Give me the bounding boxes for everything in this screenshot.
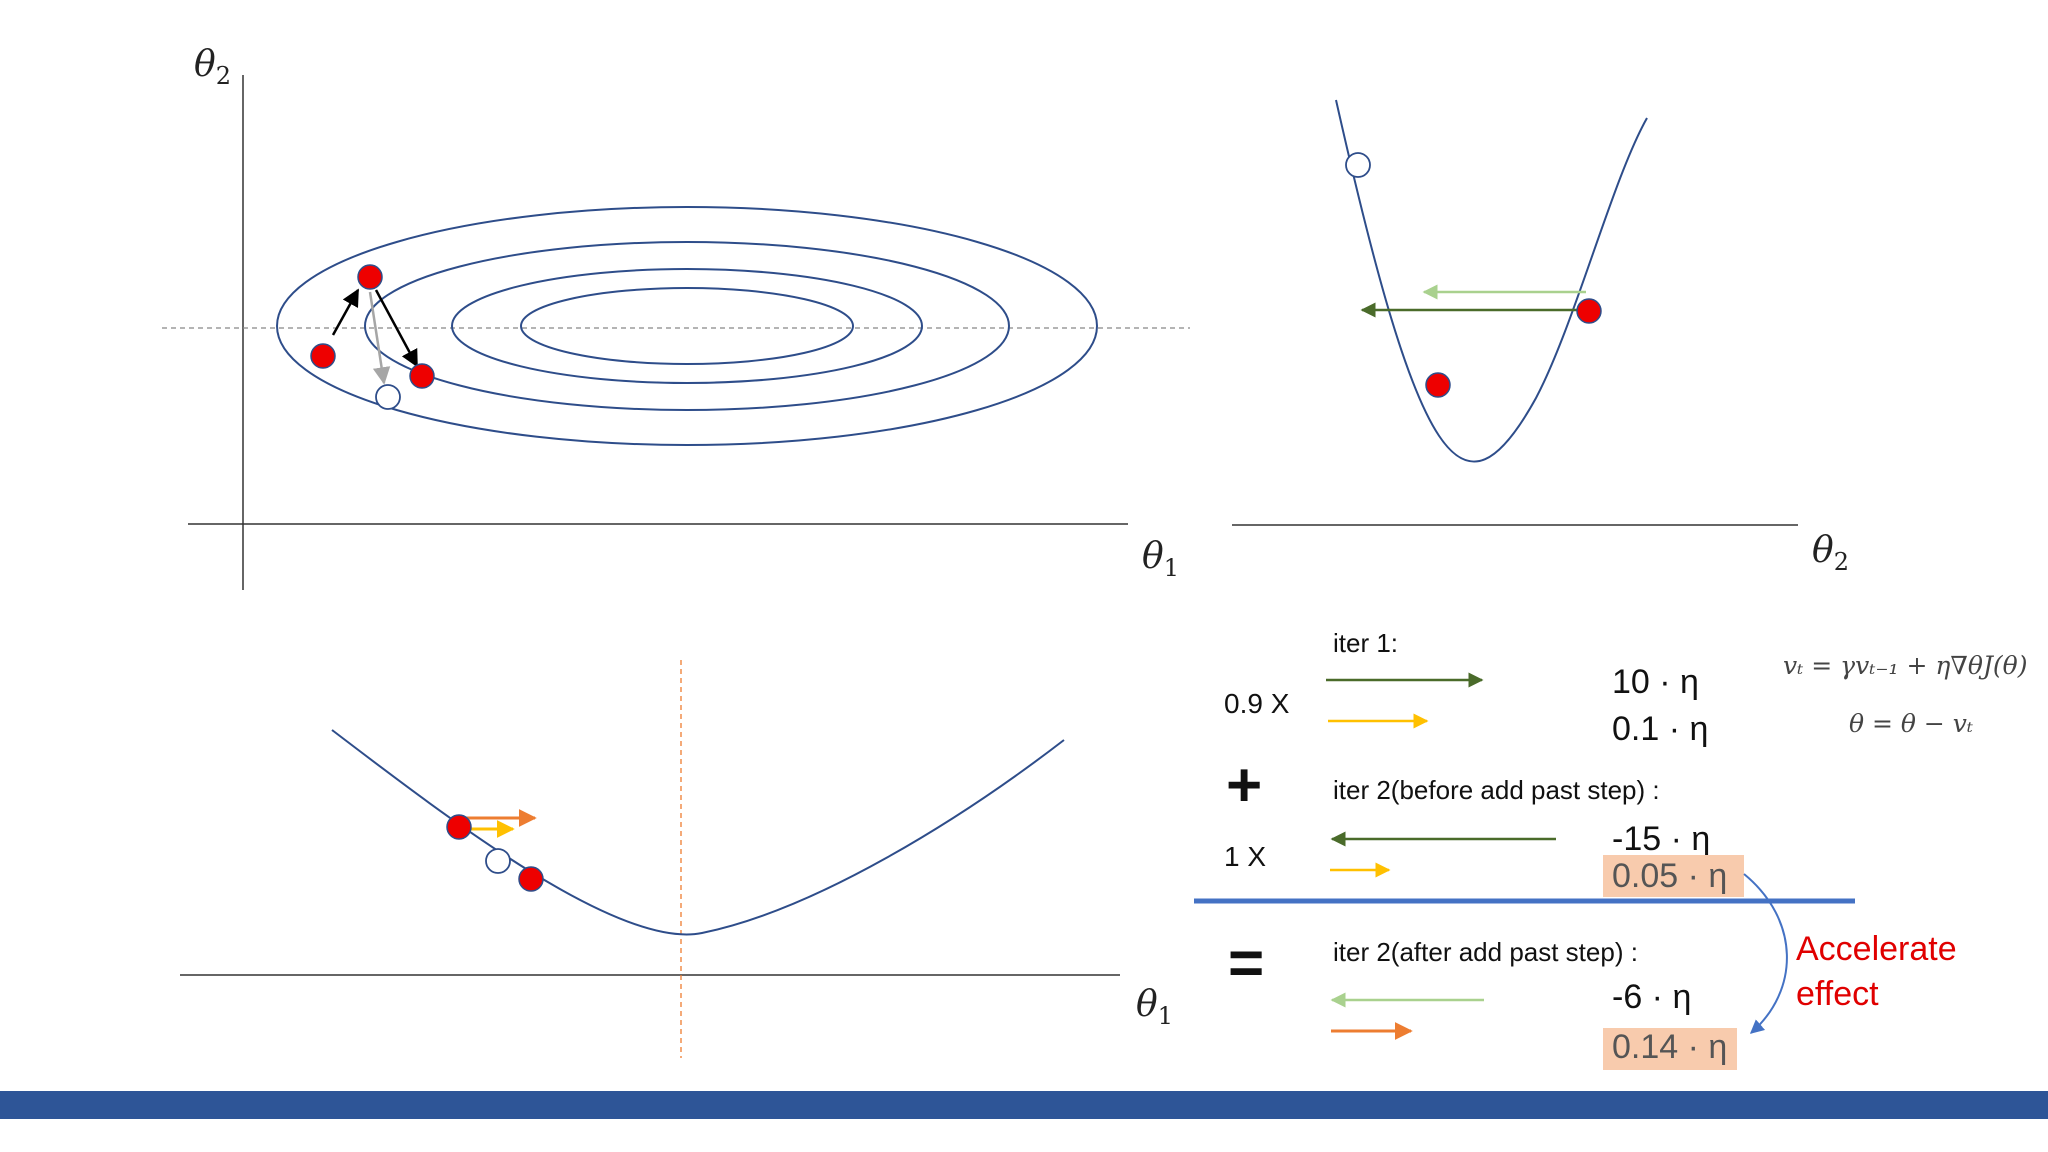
theta2-right-point	[1576, 298, 1602, 324]
highlight-after	[1603, 1028, 1737, 1070]
iter2-before-value-a: -15 · η	[1612, 820, 1710, 858]
velocity-formula: vₜ = γvₜ₋₁ + η∇θJ(θ)	[1783, 651, 2027, 680]
theta2-curve	[1335, 99, 1648, 463]
accelerate-effect-line1: Accelerate	[1796, 930, 1957, 968]
iter2-after-value-b: 0.14 · η	[1612, 1028, 1727, 1066]
momentum-step-arrow	[368, 291, 391, 385]
contour-ring-2	[364, 241, 1010, 411]
iter2-before-value-b: 0.05 · η	[1612, 857, 1727, 895]
down-point	[409, 363, 435, 389]
theta1-second-point	[518, 866, 544, 892]
theta1-hollow-point	[485, 848, 511, 874]
coef-0-9: 0.9 X	[1224, 688, 1290, 719]
contour-ring-3	[451, 268, 923, 384]
step-arrow-up	[331, 288, 360, 336]
momentum-point	[375, 384, 401, 410]
theta2-hollow-point	[1345, 152, 1371, 178]
momentum-panel: iter 1: 0.9 X 10 · η 0.1 · η + iter 2(be…	[1194, 628, 2027, 1070]
theta2-panel: θ2	[1232, 99, 1849, 576]
plus-sign: +	[1226, 751, 1262, 820]
y-axis-label: θ2	[194, 44, 231, 90]
theta1-axis-label: θ1	[1136, 984, 1173, 1030]
highlight-before	[1603, 855, 1744, 897]
accelerate-effect-line2: effect	[1796, 975, 1879, 1013]
update-formula: θ = θ − vₜ	[1849, 709, 1973, 738]
iter2-before-label: iter 2(before add past step) :	[1333, 775, 1660, 805]
iter1-value-b: 0.1 · η	[1612, 710, 1708, 748]
theta2-low-point	[1425, 372, 1451, 398]
top-point	[357, 264, 383, 290]
equals-sign: =	[1228, 929, 1264, 998]
iter2-after-value-a: -6 · η	[1612, 978, 1691, 1016]
start-point	[310, 343, 336, 369]
theta1-panel: θ1	[180, 660, 1173, 1058]
theta2-axis-label: θ2	[1812, 530, 1849, 576]
accelerate-arrow	[1743, 873, 1788, 1034]
iter1-label: iter 1:	[1333, 628, 1398, 658]
iter2-after-label: iter 2(after add past step) :	[1333, 937, 1638, 967]
iter1-value-a: 10 · η	[1612, 663, 1699, 701]
coef-1: 1 X	[1224, 841, 1266, 872]
theta1-first-point	[446, 814, 472, 840]
theta1-curve	[331, 729, 1065, 936]
bottom-banner	[0, 1091, 2048, 1119]
contour-ring-4	[520, 287, 854, 365]
x-axis-label: θ1	[1142, 536, 1179, 582]
contour-panel: θ2 θ1	[162, 44, 1190, 590]
step-arrow-down	[374, 289, 419, 368]
contour-ring-1	[276, 206, 1098, 446]
